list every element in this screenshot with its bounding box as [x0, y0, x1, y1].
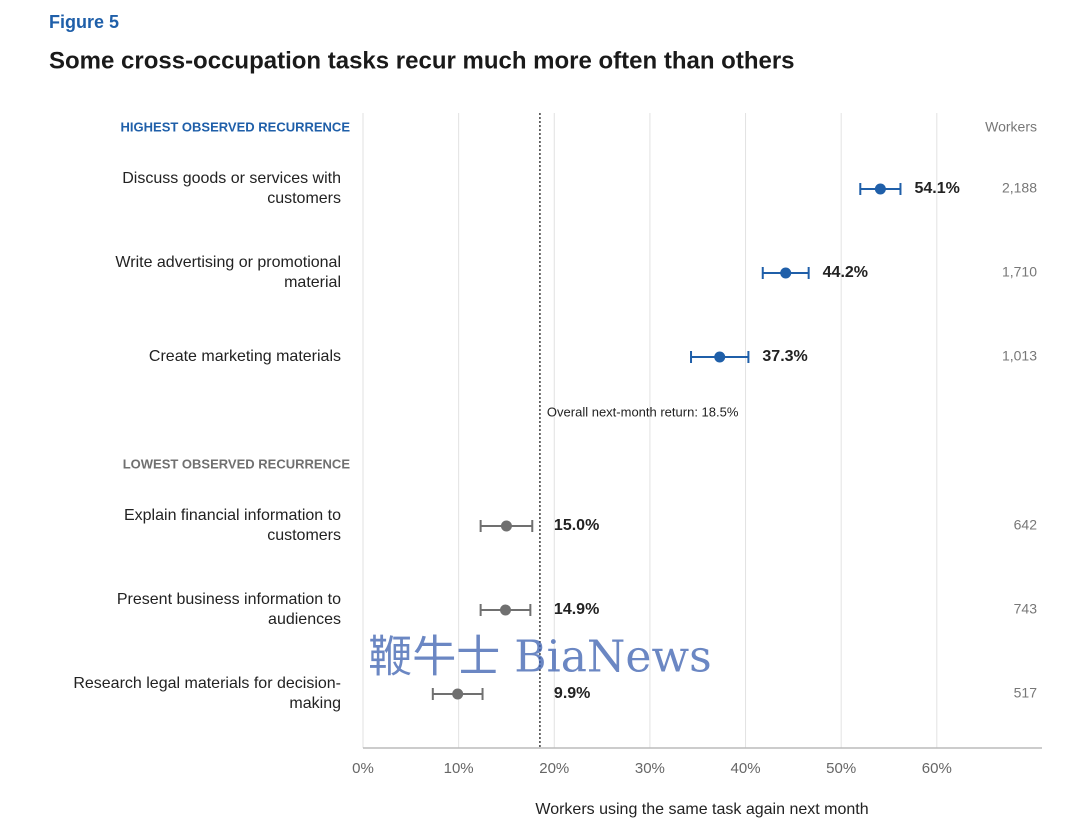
value-label: 44.2% — [823, 264, 868, 281]
category-label: Discuss goods or services with customers — [122, 170, 341, 207]
dot — [714, 351, 726, 363]
dot — [500, 520, 512, 532]
value-label: 14.9% — [554, 601, 599, 618]
x-tick-label: 60% — [922, 760, 952, 777]
x-tick-label: 50% — [826, 760, 856, 777]
value-label: 9.9% — [554, 685, 590, 702]
category-label: Research legal materials for decision-ma… — [73, 675, 341, 712]
category-label: Explain financial information to custome… — [123, 507, 341, 544]
workers-count: 743 — [1014, 601, 1038, 617]
x-tick-label: 40% — [731, 760, 761, 777]
x-tick-label: 20% — [539, 760, 569, 777]
x-axis-label: Workers using the same task again next m… — [535, 801, 868, 818]
chart-title: Some cross-occupation tasks recur much m… — [49, 47, 795, 74]
dot — [874, 183, 886, 195]
category-label: Write advertising or promotional materia… — [115, 254, 341, 291]
category-label: Present business information to audience… — [116, 591, 341, 628]
dot — [499, 604, 511, 616]
value-label: 15.0% — [554, 517, 599, 534]
workers-count: 642 — [1014, 517, 1038, 533]
group-header: LOWEST OBSERVED RECURRENCE — [123, 456, 351, 471]
category-label: Create marketing materials — [148, 348, 341, 365]
x-tick-label: 0% — [352, 760, 374, 777]
value-label: 37.3% — [762, 348, 807, 365]
figure-label: Figure 5 — [49, 12, 119, 32]
watermark: 鞭牛士 BiaNews — [368, 632, 711, 683]
x-tick-label: 30% — [635, 760, 665, 777]
workers-count: 2,188 — [1002, 180, 1037, 196]
workers-header: Workers — [985, 119, 1037, 135]
workers-count: 1,013 — [1002, 348, 1037, 364]
workers-count: 1,710 — [1002, 264, 1037, 280]
x-tick-label: 10% — [444, 760, 474, 777]
group-header: HIGHEST OBSERVED RECURRENCE — [121, 119, 351, 134]
dot — [452, 688, 464, 700]
value-label: 54.1% — [914, 180, 959, 197]
workers-count: 517 — [1014, 685, 1038, 701]
reference-label: Overall next-month return: 18.5% — [547, 404, 739, 419]
dot — [780, 267, 792, 279]
